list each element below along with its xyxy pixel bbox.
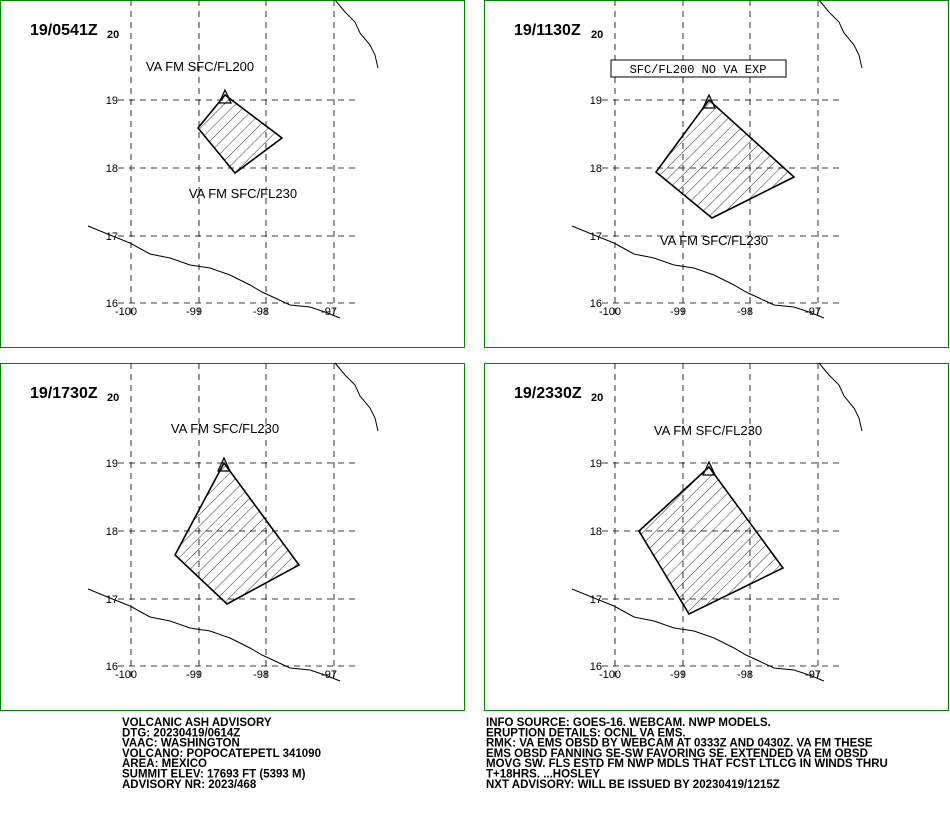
panel-border (0, 0, 465, 348)
lat-label: 19 (590, 458, 602, 470)
volcano-symbol (217, 88, 233, 104)
advisory-line: NXT ADVISORY: WILL BE ISSUED BY 20230419… (486, 779, 780, 791)
advisory-line: AREA: MEXICO (122, 758, 207, 770)
map-panel: 19 18 17 16-100 -99 -98 -97 19/2330Z 20 VA FM SFC… (484, 362, 949, 711)
lon-label: -100 (115, 669, 137, 681)
lon-label: -97 (805, 306, 821, 318)
river (818, 0, 863, 69)
lon-label: -98 (737, 306, 753, 318)
valid-time: 19/2330Z (514, 385, 582, 402)
valid-day: 20 (591, 29, 603, 41)
ash-area (174, 461, 301, 605)
lon-label: -100 (599, 669, 621, 681)
lat-label: 17 (106, 594, 118, 606)
lat-label: 17 (590, 231, 602, 243)
lat-label: 16 (106, 298, 118, 310)
advisory-line: ERUPTION DETAILS: OCNL VA EMS. (486, 727, 686, 739)
advisory-line: T+18HRS. ...HOSLEY (486, 769, 600, 781)
advisory-line: INFO SOURCE: GOES-16. WEBCAM. NWP MODELS… (486, 717, 771, 729)
coastline (571, 225, 825, 319)
volcano-symbol (701, 460, 717, 476)
volcano-symbol (216, 456, 232, 472)
map-panel: 19 18 17 16-100 -99 -98 -97 19/1130Z 20 VA FM SFC… (484, 0, 949, 348)
ash-area (637, 465, 785, 616)
valid-day: 20 (107, 29, 119, 41)
map-panel: 19 18 17 16-100 -99 -98 -97 19/1730Z 20 VA FM SFC… (0, 362, 465, 711)
lat-label: 18 (106, 163, 118, 175)
lat-label: 19 (106, 95, 118, 107)
valid-day: 20 (107, 392, 119, 404)
advisory-line: MOVG SW. FLS ESTD FM NWP MDLS THAT FCST … (486, 758, 888, 770)
advisory-line: RMK: VA EMS OBSD BY WEBCAM AT 0333Z AND … (486, 738, 873, 750)
coastline (87, 588, 341, 682)
lat-label: 18 (590, 526, 602, 538)
valid-time: 19/0541Z (30, 22, 98, 39)
river (334, 0, 379, 69)
box-label: SFC/FL200 NO VA EXP (630, 63, 767, 77)
ash-label: VA FM SFC/FL200 (146, 59, 254, 74)
ash-area (196, 93, 284, 175)
ash-label: VA FM SFC/FL230 (189, 186, 297, 201)
lon-label: -99 (670, 669, 686, 681)
river (818, 362, 863, 432)
ash-label: VA FM SFC/FL230 (171, 421, 279, 436)
coastline (571, 588, 825, 682)
panel-border (0, 363, 465, 711)
lat-label: 18 (590, 163, 602, 175)
ash-label: VA FM SFC/FL230 (660, 233, 768, 248)
coastline (87, 225, 341, 319)
lat-label: 17 (590, 594, 602, 606)
lat-label: 19 (106, 458, 118, 470)
advisory-line: ADVISORY NR: 2023/468 (122, 779, 257, 791)
advisory-line: EMS OBSD FANNING SE-SW FAVORING SE. EXTE… (486, 748, 868, 760)
advisory-line: VAAC: WASHINGTON (122, 738, 240, 750)
advisory-line: VOLCANIC ASH ADVISORY (122, 717, 272, 729)
advisory-line: DTG: 20230419/0614Z (122, 727, 240, 739)
lon-label: -98 (253, 669, 269, 681)
lon-label: -97 (321, 306, 337, 318)
advisory-line: SUMMIT ELEV: 17693 FT (5393 M) (122, 769, 306, 781)
river (334, 362, 379, 432)
lat-label: 17 (106, 231, 118, 243)
lat-label: 16 (106, 661, 118, 673)
lon-label: -97 (321, 669, 337, 681)
lon-label: -97 (805, 669, 821, 681)
lat-label: 16 (590, 661, 602, 673)
valid-time: 19/1730Z (30, 385, 98, 402)
advisory-line: VOLCANO: POPOCATEPETL 341090 (122, 748, 321, 760)
ash-area (654, 98, 796, 219)
valid-day: 20 (591, 392, 603, 404)
lon-label: -99 (186, 669, 202, 681)
lon-label: -98 (737, 669, 753, 681)
ash-label: VA FM SFC/FL230 (654, 423, 762, 438)
lon-label: -98 (253, 306, 269, 318)
panel-border (484, 363, 949, 711)
lat-label: 19 (590, 95, 602, 107)
map-panel: 19 18 17 16-100 -99 -98 -97 19/0541Z 20 VA FM SFC… (0, 0, 465, 348)
lon-label: -99 (186, 306, 202, 318)
lon-label: -99 (670, 306, 686, 318)
lon-label: -100 (115, 306, 137, 318)
lat-label: 16 (590, 298, 602, 310)
lon-label: -100 (599, 306, 621, 318)
panel-border (484, 0, 949, 348)
lat-label: 18 (106, 526, 118, 538)
valid-time: 19/1130Z (514, 22, 581, 39)
volcano-symbol (701, 93, 717, 109)
label-box (610, 59, 787, 78)
